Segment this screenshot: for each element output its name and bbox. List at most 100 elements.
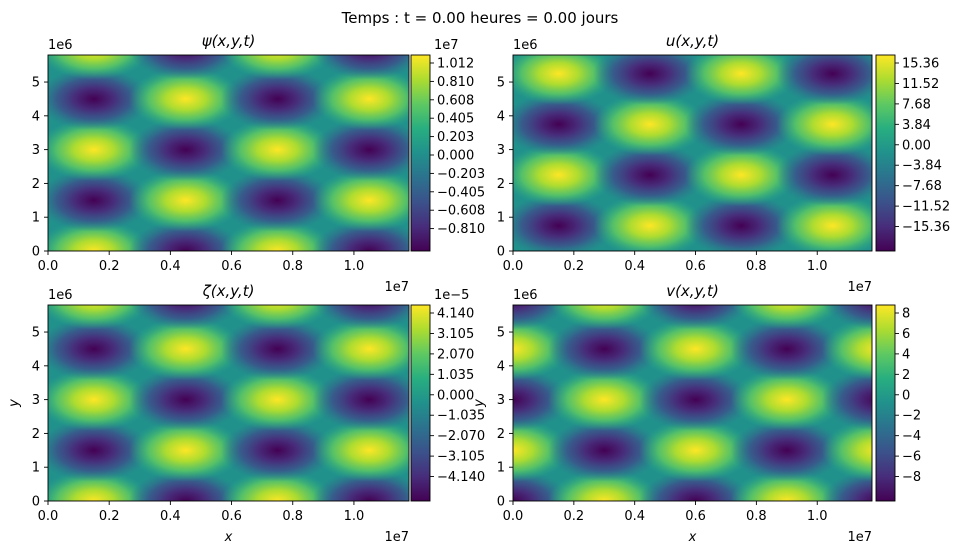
x-tick-label: 0.8 (746, 259, 767, 274)
y-tick-label: 4 (32, 359, 40, 374)
y-tick-label: 5 (497, 76, 505, 91)
x-tick-label: 0.4 (624, 259, 645, 274)
heatmap-minimum (220, 168, 335, 232)
x-tick-label: 1.0 (344, 259, 365, 274)
y-tick-label: 3 (32, 393, 40, 408)
y-tick-label: 0 (32, 495, 40, 510)
heatmap-maximum (513, 55, 616, 106)
colorbar-tick-label: 1.035 (437, 368, 474, 383)
y-offset-label: 1e6 (48, 288, 73, 303)
heatmap-maximum (312, 67, 409, 131)
heatmap-maximum (220, 368, 335, 432)
colorbar-tick-label: −7.68 (902, 179, 942, 194)
y-tick-label: 5 (497, 326, 505, 341)
axes-frame (512, 304, 873, 502)
heatmap-maximum (128, 67, 243, 131)
panels: ψ(x,y,t) 0.0 0.2 0.4 0.6 0.8 1.0 0 1 2 3 4 5 1e6 1e7 1.… (7, 32, 950, 545)
colorbar-tick-label: −4 (902, 429, 921, 444)
colorbar-tick-label: −2.070 (437, 429, 485, 444)
colorbar-tick-label: 2 (902, 368, 910, 383)
heatmap-minimum (220, 418, 335, 482)
x-axis-label: x (688, 530, 697, 545)
heatmap-maximum (547, 368, 661, 432)
x-offset-label: 1e7 (847, 280, 872, 295)
colorbar-tick-label: −0.608 (437, 204, 485, 219)
subplot-title: ψ(x,y,t) (202, 32, 256, 50)
heatmap-minimum (128, 368, 243, 432)
y-tick-label: 2 (497, 177, 505, 192)
heatmap-maximum (48, 118, 151, 182)
y-tick-label: 2 (32, 177, 40, 192)
x-tick-label: 0.2 (99, 509, 120, 524)
colorbar-frame (875, 304, 896, 502)
heatmap-minimum (822, 305, 872, 330)
colorbar-tick-label: −15.36 (902, 220, 950, 235)
x-tick-label: 0.4 (160, 259, 181, 274)
heatmap-minimum (547, 418, 661, 482)
heatmap-minimum (547, 317, 661, 381)
heatmap-minimum (775, 143, 872, 207)
heatmap-minimum (220, 317, 335, 381)
heatmap-maximum (312, 317, 409, 381)
x-tick-label: 0.6 (221, 259, 242, 274)
heatmap-minimum (48, 67, 151, 131)
x-axis-label: x (224, 530, 233, 545)
heatmap-maximum (48, 368, 151, 432)
y-offset-label: 1e6 (513, 288, 538, 303)
heatmap-minimum (640, 305, 751, 330)
subplot-zeta: ζ(x,y,t) 0.0 0.2 0.4 0.6 0.8 1.0 0 1 2 3 4 5 1e6 1e7 x y… (7, 282, 485, 545)
heatmap-maximum (593, 92, 707, 156)
heatmap-minimum (220, 67, 335, 131)
y-tick-label: 3 (497, 143, 505, 158)
colorbar-tick-label: 1.012 (437, 57, 474, 72)
y-tick-label: 4 (497, 109, 505, 124)
heatmap-maximum (513, 143, 616, 207)
x-offset-label: 1e7 (384, 280, 409, 295)
colorbar-tick-label: −4.140 (437, 470, 485, 485)
heatmap-minimum (48, 317, 151, 381)
colorbar-tick-label: 4 (902, 347, 910, 362)
heatmap-minimum (593, 143, 707, 207)
x-tick-label: 0.2 (99, 259, 120, 274)
colorbar-tick-label: 0.00 (902, 138, 931, 153)
colorbar-tick-label: 0.203 (437, 130, 474, 145)
y-tick-label: 1 (497, 211, 505, 226)
colorbar-offset-label: 1e−5 (434, 288, 469, 303)
subplot-title: ζ(x,y,t) (202, 282, 255, 300)
y-tick-label: 1 (32, 211, 40, 226)
x-tick-label: 0.8 (746, 509, 767, 524)
y-tick-label: 5 (32, 326, 40, 341)
y-tick-label: 4 (32, 109, 40, 124)
heatmap-minimum (313, 305, 409, 330)
colorbar-tick-label: 0.810 (437, 75, 474, 90)
colorbar-tick-label: −11.52 (902, 200, 950, 215)
colorbar-tick-label: −1.035 (437, 409, 485, 424)
heatmap-maximum (128, 418, 243, 482)
heatmap-minimum (128, 118, 243, 182)
colorbar-frame (410, 54, 431, 252)
heatmap-maximum (638, 317, 753, 381)
subplot-u: u(x,y,t) 0.0 0.2 0.4 0.6 0.8 1.0 0 1 2 3 4 5 1e6 1e7 15… (497, 32, 950, 295)
y-axis-label: y (472, 399, 487, 408)
colorbar-tick-label: 11.52 (902, 77, 939, 92)
colorbar-tick-label: 3.105 (437, 327, 474, 342)
colorbar-tick-label: 2.070 (437, 347, 474, 362)
heatmap-minimum (730, 317, 844, 381)
colorbar-offset-label: 1e7 (434, 38, 459, 53)
x-tick-label: 0.6 (685, 509, 706, 524)
colorbar-tick-label: −0.405 (437, 185, 485, 200)
x-tick-label: 0.2 (564, 259, 585, 274)
colorbar-tick-label: −6 (902, 450, 921, 465)
heatmap-minimum (684, 92, 798, 156)
colorbar-frame (410, 304, 431, 502)
heatmap-minimum (593, 55, 707, 106)
y-tick-label: 3 (497, 393, 505, 408)
y-tick-label: 2 (497, 427, 505, 442)
heatmap-minimum (130, 305, 242, 330)
x-tick-label: 0.8 (282, 259, 303, 274)
axes-frame (512, 54, 873, 252)
heatmap-minimum (821, 368, 872, 431)
colorbar-gradient (876, 55, 895, 251)
colorbar-tick-label: −0.203 (437, 167, 485, 182)
colorbar-tick-label: 4.140 (437, 307, 474, 322)
